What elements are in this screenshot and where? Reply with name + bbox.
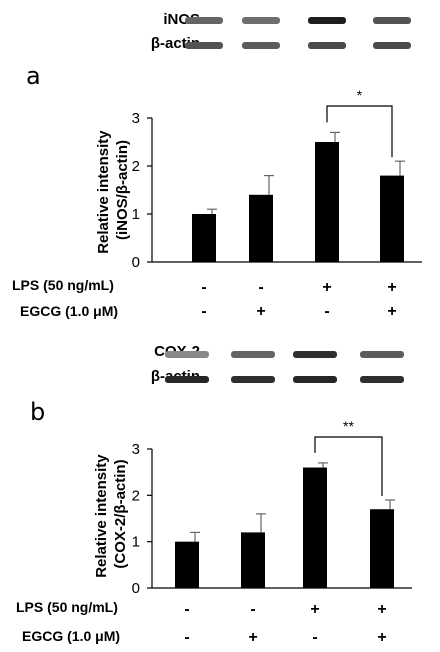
treatment-symbol-2-3: - [312,629,317,646]
treatment-row-egcg: - + - + [201,303,396,320]
blot-band-bottom-2 [231,376,275,383]
y-axis: 0 1 2 3 [132,441,412,597]
treatment-symbol-2-3: - [324,303,329,320]
treatment-label-egcg: EGCG (1.0 μM) [22,628,120,644]
y-tick-label-3: 3 [132,110,140,127]
blot-band-top-1 [165,351,209,358]
blot-band-bottom-3 [308,42,346,49]
blot-top-row [165,351,404,358]
blot-band-top-3 [293,351,337,358]
y-tick-label-0: 0 [132,580,140,597]
treatment-row-lps: - - + + [184,601,386,618]
panel-letter: b [30,398,45,426]
y-axis-label: Relative intensity (COX-2/β-actin) [93,450,129,578]
treatment-symbol-2-2: + [248,629,257,646]
blot-top-row [185,17,411,24]
treatment-symbol-1-3: + [310,601,319,618]
treatment-row-egcg: - + - + [184,629,386,646]
blot-band-top-1 [185,17,223,24]
bar-3 [315,142,339,262]
y-tick-label-0: 0 [132,254,140,271]
blot-band-bottom-1 [185,42,223,49]
y-tick-label-3: 3 [132,441,140,458]
y-axis-label: Relative intensity (iNOS/β-actin) [95,126,131,254]
y-tick-label-1: 1 [132,206,140,223]
treatment-symbol-2-4: + [377,629,386,646]
y-tick-label-2: 2 [132,158,140,175]
bar-4 [380,175,404,262]
blot-bottom-row [185,42,411,49]
treatment-symbol-2-1: - [184,629,189,646]
blot-band-top-2 [242,17,280,24]
blot-band-bottom-3 [293,376,337,383]
treatment-symbol-1-1: - [201,279,206,296]
treatment-symbol-1-3: + [322,279,331,296]
treatment-label-lps: LPS (50 ng/mL) [16,599,118,615]
blot-band-bottom-4 [373,42,411,49]
bars [192,131,405,262]
treatment-symbol-1-2: - [258,279,263,296]
blot-band-bottom-4 [360,376,404,383]
significance-line [326,105,393,158]
significance-bracket: * [326,87,393,158]
treatment-label-lps: LPS (50 ng/mL) [12,277,114,293]
treatment-symbol-1-4: + [387,279,396,296]
significance-label: ** [343,418,354,434]
bar-3 [303,467,327,588]
blot-band-top-4 [360,351,404,358]
blot-band-top-4 [373,17,411,24]
treatment-symbol-2-1: - [201,303,206,320]
blot-band-top-2 [231,351,275,358]
bar-1 [175,541,199,588]
blot-band-bottom-1 [165,376,209,383]
blot-band-bottom-2 [242,42,280,49]
bars [175,462,395,588]
y-tick-label-1: 1 [132,534,140,551]
treatment-symbol-1-4: + [377,601,386,618]
blot-bottom-row [165,376,404,383]
blot-band-top-3 [308,17,346,24]
treatment-symbol-2-4: + [387,303,396,320]
bar-4 [370,509,394,588]
bar-2 [241,532,265,588]
treatment-label-egcg: EGCG (1.0 μM) [20,303,118,319]
treatment-symbol-1-2: - [250,601,255,618]
treatment-symbol-1-1: - [184,601,189,618]
y-tick-label-2: 2 [132,487,140,504]
significance-line [314,436,383,496]
treatment-row-lps: - - + + [201,279,396,296]
bar-1 [192,214,216,262]
significance-label: * [357,87,363,103]
treatment-symbol-2-2: + [256,303,265,320]
y-axis: 0 1 2 3 [132,110,422,271]
bar-2 [249,194,273,262]
significance-bracket: ** [314,418,383,496]
panel-letter: a [26,62,41,90]
